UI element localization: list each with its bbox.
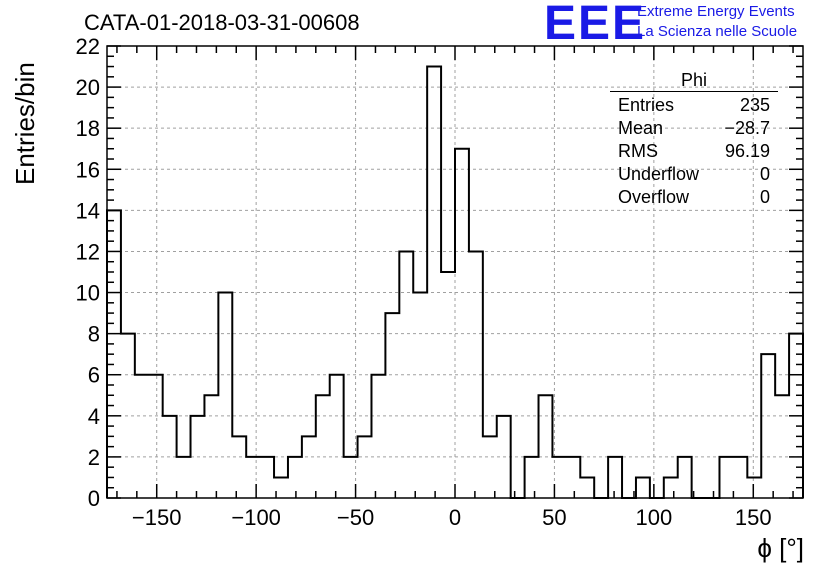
histogram-bin (246, 457, 260, 498)
stats-value: 96.19 (724, 141, 770, 161)
y-tick-label: 4 (88, 404, 100, 429)
histogram-bin (330, 375, 344, 498)
histogram-bin (747, 477, 761, 498)
stats-box: Phi Entries 235 Mean −28.7 RMS 96.19 Und… (610, 70, 778, 209)
histogram-bin (288, 457, 302, 498)
y-tick-label: 10 (76, 281, 100, 306)
stats-label: Overflow (618, 187, 690, 207)
stats-value: 235 (739, 95, 770, 115)
histogram-bin (455, 149, 469, 498)
x-tick-label: 100 (635, 505, 672, 530)
y-tick-label: 2 (88, 445, 100, 470)
stats-value: −28.7 (724, 118, 770, 138)
histogram-bin (177, 457, 191, 498)
stats-label: Entries (618, 95, 675, 115)
histogram-bin (149, 375, 163, 498)
histogram-bin (260, 457, 274, 498)
brand-line-1: Extreme Energy Events (637, 3, 795, 20)
y-tick-label: 8 (88, 322, 100, 347)
stats-box-name: Phi (610, 70, 778, 92)
stats-row-entries: Entries 235 (610, 94, 778, 117)
histogram-bin (204, 395, 218, 498)
y-tick-label: 18 (76, 116, 100, 141)
stats-label: RMS (618, 141, 658, 161)
brand-line-2: La Scienza nelle Scuole (637, 23, 798, 40)
y-axis-label: Entries/bin (10, 62, 40, 185)
histogram-bin (525, 457, 539, 498)
stats-row-rms: RMS 96.19 (610, 140, 778, 163)
stats-label: Underflow (618, 164, 700, 184)
eee-logo: EEE (544, 0, 647, 50)
y-tick-label: 12 (76, 239, 100, 264)
histogram-bin (413, 293, 427, 498)
x-tick-label: 150 (735, 505, 772, 530)
histogram-bin (316, 395, 330, 498)
histogram-bin (580, 477, 594, 498)
histogram-outline (106, 65, 804, 499)
stats-value: 0 (759, 187, 770, 207)
histogram-bin (483, 436, 497, 498)
y-tick-label: 6 (88, 363, 100, 388)
stats-value: 0 (759, 164, 770, 184)
x-tick-label: 50 (542, 505, 566, 530)
histogram-bin (385, 313, 399, 498)
y-tick-label: 14 (76, 198, 100, 223)
histogram-bin (636, 477, 650, 498)
histogram-bin (566, 457, 580, 498)
histogram-bin (135, 375, 149, 498)
histogram-bin (761, 354, 775, 498)
histogram-bin (664, 477, 678, 498)
x-tick-label: −150 (132, 505, 182, 530)
stats-label: Mean (618, 118, 664, 138)
histogram-bin (608, 457, 622, 498)
histogram-bin (218, 293, 232, 498)
x-tick-label: −50 (337, 505, 374, 530)
histogram-bin (232, 436, 246, 498)
x-tick-label: −100 (231, 505, 281, 530)
stats-row-mean: Mean −28.7 (610, 117, 778, 140)
histogram-bin (733, 457, 747, 498)
histogram-bin (358, 436, 372, 498)
histogram-bin (371, 375, 385, 498)
y-tick-label: 16 (76, 157, 100, 182)
histogram-bin (302, 436, 316, 498)
histogram-bin (719, 457, 733, 498)
stats-row-underflow: Underflow 0 (610, 163, 778, 186)
histogram-bin (539, 395, 553, 498)
chart-title: CATA-01-2018-03-31-00608 (84, 10, 360, 35)
stats-row-overflow: Overflow 0 (610, 186, 778, 209)
histogram-bin (441, 272, 455, 498)
histogram-bin (427, 67, 441, 498)
y-tick-label: 20 (76, 75, 100, 100)
x-tick-label: 0 (449, 505, 461, 530)
y-tick-label: 22 (76, 34, 100, 59)
histogram-bin (775, 395, 789, 498)
y-tick-label: 0 (88, 486, 100, 511)
histogram-bin (678, 457, 692, 498)
x-axis-label: ϕ [°] (757, 533, 804, 563)
